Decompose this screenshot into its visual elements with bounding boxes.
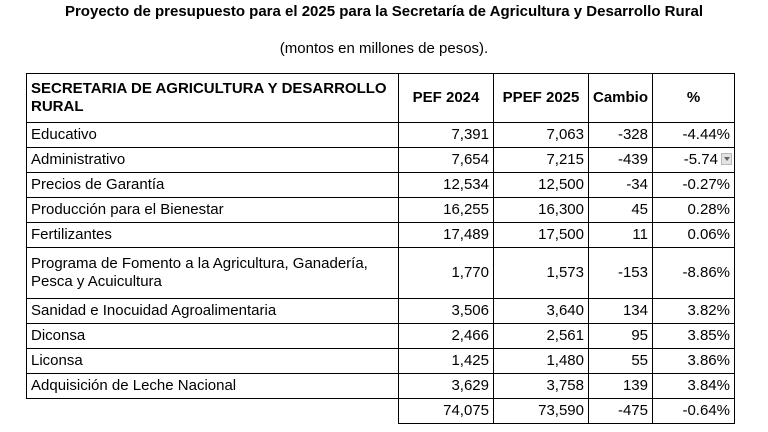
row-pef-2024: 1,770 — [398, 247, 494, 299]
row-pef-2024: 7,654 — [398, 147, 494, 173]
row-pef-2024: 17,489 — [398, 222, 494, 248]
header-row: SECRETARIA DE AGRICULTURA Y DESARROLLO R… — [26, 73, 735, 123]
table-row: Programa de Fomento a la Agricultura, Ga… — [26, 247, 735, 299]
total-cambio: -475 — [588, 398, 653, 424]
table-row: Producción para el Bienestar 16,255 16,3… — [26, 197, 735, 223]
row-ppef-2025: 1,573 — [493, 247, 589, 299]
cell-dropdown-icon[interactable] — [721, 153, 732, 165]
row-percent: 3.84% — [652, 373, 735, 399]
header-secretaria: SECRETARIA DE AGRICULTURA Y DESARROLLO R… — [26, 73, 399, 123]
total-row: 74,075 73,590 -475 -0.64% — [26, 398, 735, 424]
budget-table: SECRETARIA DE AGRICULTURA Y DESARROLLO R… — [26, 73, 735, 424]
row-ppef-2025: 12,500 — [493, 172, 589, 198]
row-percent: -5.74 — [683, 151, 718, 168]
row-name: Programa de Fomento a la Agricultura, Ga… — [26, 247, 399, 299]
table-row: Precios de Garantía 12,534 12,500 -34 -0… — [26, 172, 735, 198]
header-ppef-2025: PPEF 2025 — [493, 73, 589, 123]
row-name: Fertilizantes — [26, 222, 399, 248]
table-row: Educativo 7,391 7,063 -328 -4.44% — [26, 122, 735, 148]
row-percent: -0.27% — [652, 172, 735, 198]
row-ppef-2025: 1,480 — [493, 348, 589, 374]
row-name: Sanidad e Inocuidad Agroalimentaria — [26, 298, 399, 324]
header-cambio: Cambio — [588, 73, 653, 123]
row-cambio: -153 — [588, 247, 653, 299]
table-row: Adquisición de Leche Nacional 3,629 3,75… — [26, 373, 735, 399]
row-cambio: -34 — [588, 172, 653, 198]
row-name: Liconsa — [26, 348, 399, 374]
row-name: Administrativo — [26, 147, 399, 173]
row-name: Precios de Garantía — [26, 172, 399, 198]
total-pef-2024: 74,075 — [398, 398, 494, 424]
row-name: Educativo — [26, 122, 399, 148]
row-pef-2024: 3,629 — [398, 373, 494, 399]
row-ppef-2025: 7,063 — [493, 122, 589, 148]
row-percent: 3.82% — [652, 298, 735, 324]
table-row: Sanidad e Inocuidad Agroalimentaria 3,50… — [26, 298, 735, 324]
row-cambio: -328 — [588, 122, 653, 148]
row-name: Adquisición de Leche Nacional — [26, 373, 399, 399]
row-percent: 0.28% — [652, 197, 735, 223]
header-pef-2024: PEF 2024 — [398, 73, 494, 123]
row-ppef-2025: 7,215 — [493, 147, 589, 173]
row-percent-cell: -5.74 — [652, 147, 735, 173]
total-ppef-2025: 73,590 — [493, 398, 589, 424]
row-percent: -8.86% — [652, 247, 735, 299]
row-pef-2024: 7,391 — [398, 122, 494, 148]
row-cambio: 95 — [588, 323, 653, 349]
row-pef-2024: 3,506 — [398, 298, 494, 324]
row-cambio: -439 — [588, 147, 653, 173]
row-percent: 3.86% — [652, 348, 735, 374]
document-title: Proyecto de presupuesto para el 2025 par… — [64, 3, 704, 20]
row-ppef-2025: 17,500 — [493, 222, 589, 248]
row-ppef-2025: 3,758 — [493, 373, 589, 399]
table-row: Fertilizantes 17,489 17,500 11 0.06% — [26, 222, 735, 248]
total-blank-cell — [26, 398, 399, 424]
row-name: Diconsa — [26, 323, 399, 349]
total-percent: -0.64% — [652, 398, 735, 424]
document-subtitle: (montos en millones de pesos). — [279, 40, 489, 57]
row-percent: 0.06% — [652, 222, 735, 248]
row-pef-2024: 16,255 — [398, 197, 494, 223]
row-cambio: 55 — [588, 348, 653, 374]
table-row: Administrativo 7,654 7,215 -439 -5.74 — [26, 147, 735, 173]
table-row: Liconsa 1,425 1,480 55 3.86% — [26, 348, 735, 374]
row-pef-2024: 1,425 — [398, 348, 494, 374]
row-cambio: 139 — [588, 373, 653, 399]
row-ppef-2025: 16,300 — [493, 197, 589, 223]
row-ppef-2025: 2,561 — [493, 323, 589, 349]
row-percent: 3.85% — [652, 323, 735, 349]
row-cambio: 45 — [588, 197, 653, 223]
row-percent: -4.44% — [652, 122, 735, 148]
row-name: Producción para el Bienestar — [26, 197, 399, 223]
table-row: Diconsa 2,466 2,561 95 3.85% — [26, 323, 735, 349]
row-cambio: 134 — [588, 298, 653, 324]
row-pef-2024: 2,466 — [398, 323, 494, 349]
row-ppef-2025: 3,640 — [493, 298, 589, 324]
header-percent: % — [652, 73, 735, 123]
row-cambio: 11 — [588, 222, 653, 248]
row-pef-2024: 12,534 — [398, 172, 494, 198]
